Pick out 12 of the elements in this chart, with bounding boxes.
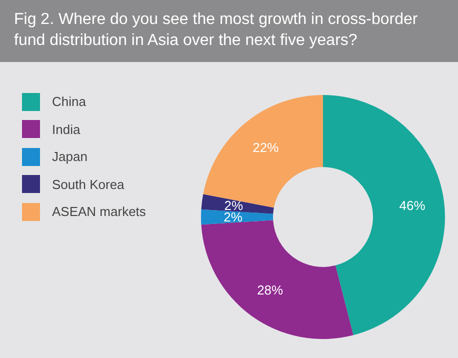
legend-label: India bbox=[52, 122, 80, 137]
data-label: 22% bbox=[252, 140, 280, 156]
data-label: 46% bbox=[399, 198, 426, 214]
donut-slice bbox=[201, 220, 354, 339]
donut-slice bbox=[203, 95, 323, 208]
legend-label: South Korea bbox=[52, 176, 124, 192]
data-label: 28% bbox=[257, 282, 284, 298]
legend-label: Japan bbox=[52, 149, 88, 164]
legend-label: ASEAN markets bbox=[52, 204, 146, 220]
legend-label: China bbox=[52, 94, 86, 110]
chart-title: Fig 2. Where do you see the most growth in cross-border fund distribution in Asia over the next five years? bbox=[0, 0, 458, 62]
donut-slice bbox=[323, 95, 445, 336]
